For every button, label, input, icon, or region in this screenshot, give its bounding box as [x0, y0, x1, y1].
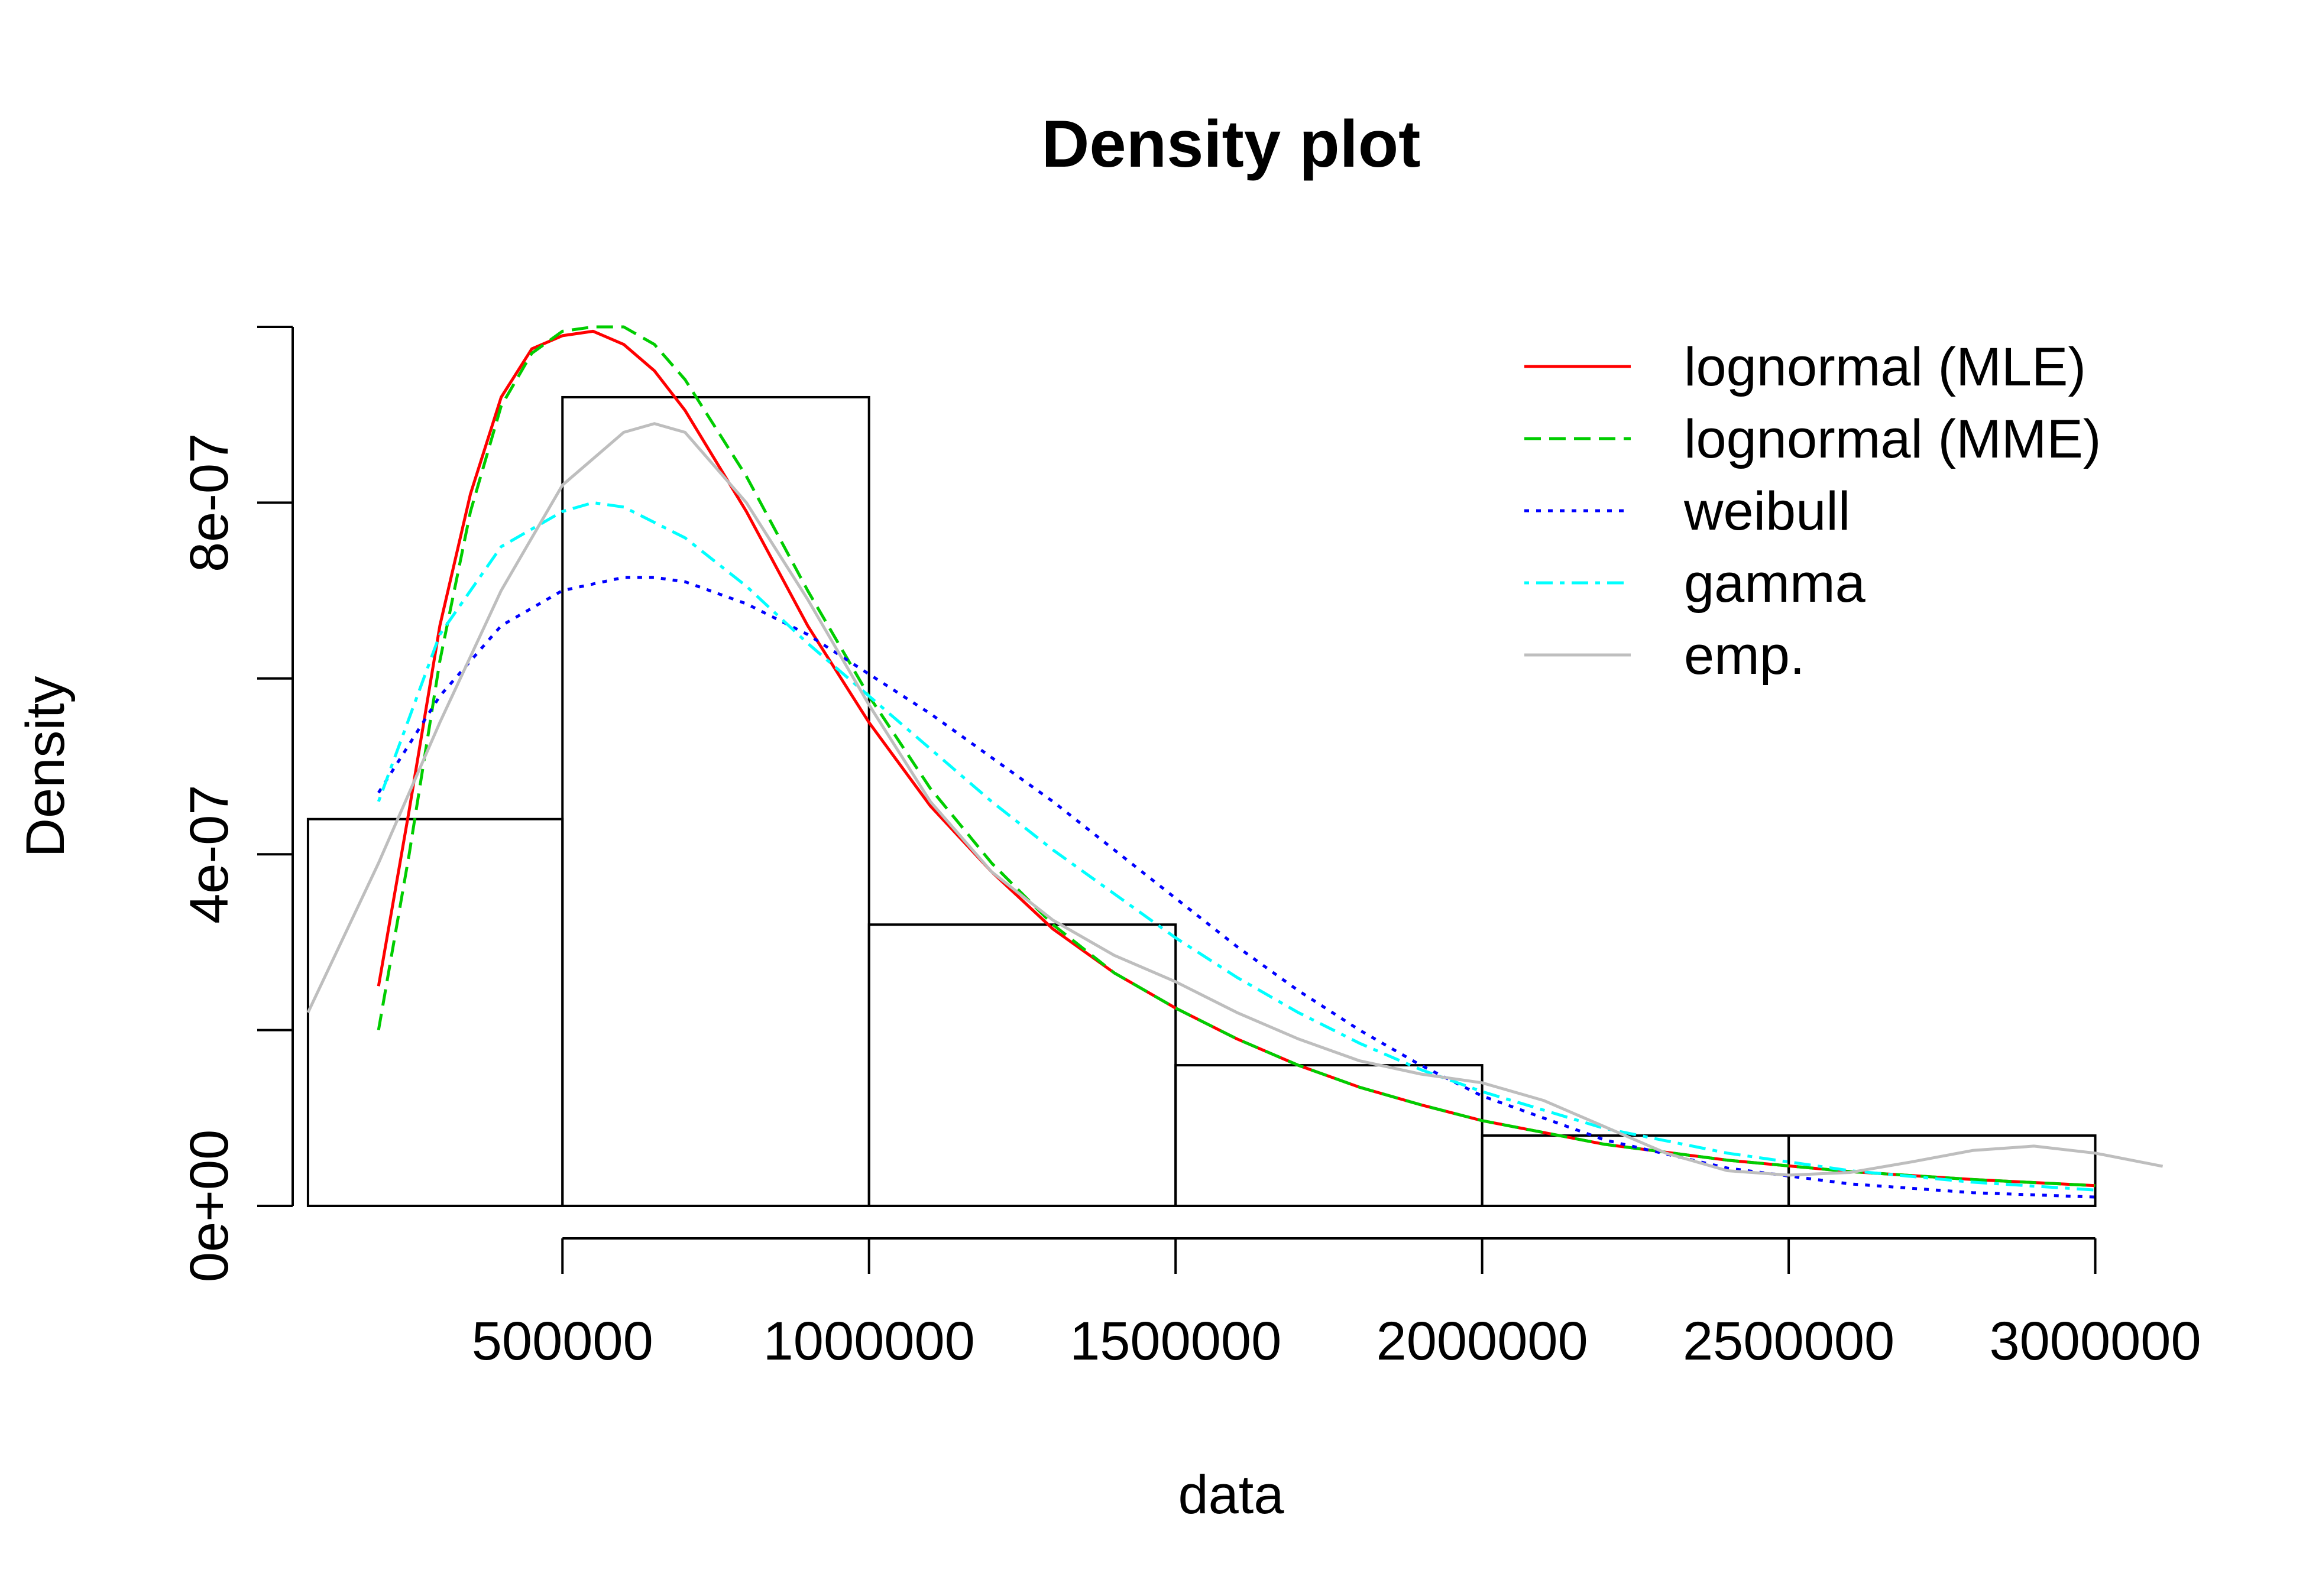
histogram-bar: [867, 923, 1177, 1208]
legend-label: weibull: [1683, 481, 1850, 541]
histogram-bar: [306, 818, 564, 1207]
y-tick-label: 0e+00: [179, 1130, 239, 1282]
chart-title: Density plot: [1042, 107, 1421, 181]
legend-label: gamma: [1684, 553, 1866, 614]
curves-layer: [306, 325, 2164, 1199]
legend: lognormal (MLE) lognormal (MME) weibull gam…: [1524, 337, 2101, 686]
series-line-lognormal-mme: [377, 325, 2096, 1188]
histogram-bar: [1174, 1064, 1484, 1207]
x-axis: 500000 1000000 1500000 2000000 2500000 300000…: [472, 1237, 2201, 1371]
histogram-bar: [561, 395, 870, 1208]
legend-label: lognormal (MLE): [1684, 337, 2086, 397]
histogram-layer: [306, 395, 2097, 1208]
y-axis-label: Density: [15, 676, 76, 858]
x-tick-label: 3000000: [1989, 1311, 2201, 1371]
y-tick-label: 8e-07: [179, 433, 239, 572]
x-tick-label: 500000: [472, 1311, 653, 1371]
series-line-lognormal-mle: [377, 329, 2096, 1188]
series-line-gamma: [377, 501, 2096, 1192]
x-tick-label: 1500000: [1070, 1311, 1281, 1371]
x-tick-label: 1000000: [763, 1311, 975, 1371]
series-line-emp: [306, 422, 2164, 1177]
legend-label: lognormal (MME): [1684, 409, 2101, 469]
x-tick-label: 2000000: [1377, 1311, 1588, 1371]
legend-label: emp.: [1684, 625, 1805, 686]
series-line-weibull: [377, 576, 2096, 1199]
y-axis: 0e+00 4e-07 8e-07: [179, 326, 294, 1282]
x-axis-label: data: [1178, 1465, 1284, 1525]
x-tick-label: 2500000: [1683, 1311, 1894, 1371]
y-tick-label: 4e-07: [179, 785, 239, 924]
